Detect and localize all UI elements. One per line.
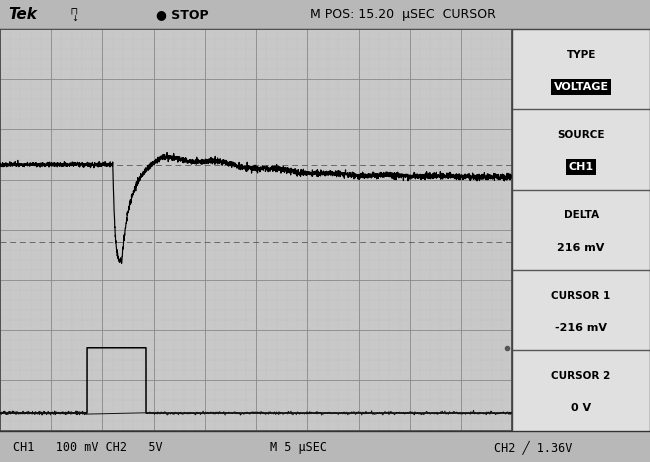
Text: CURSOR 1: CURSOR 1 (551, 291, 611, 301)
Text: 216 mV: 216 mV (558, 243, 605, 253)
Text: ● STOP: ● STOP (156, 8, 208, 21)
Text: CURSOR 2: CURSOR 2 (551, 371, 611, 381)
Text: -216 mV: -216 mV (555, 323, 607, 333)
Text: 0 V: 0 V (571, 403, 591, 413)
Text: M 5 μSEC: M 5 μSEC (270, 441, 328, 454)
Text: CH1: CH1 (569, 162, 593, 172)
Text: SOURCE: SOURCE (557, 130, 605, 140)
Text: M POS: 15.20  μSEC  CURSOR: M POS: 15.20 μSEC CURSOR (310, 8, 496, 21)
Text: ┌┐: ┌┐ (69, 5, 81, 15)
Text: DELTA: DELTA (564, 210, 599, 220)
Text: VOLTAGE: VOLTAGE (554, 82, 608, 92)
Text: TYPE: TYPE (566, 50, 596, 60)
Text: CH2 ╱ 1.36V: CH2 ╱ 1.36V (494, 441, 572, 455)
Text: CH1   100 mV CH2   5V: CH1 100 mV CH2 5V (13, 441, 162, 454)
Text: ↓: ↓ (72, 14, 78, 24)
Text: Tek: Tek (8, 7, 36, 22)
